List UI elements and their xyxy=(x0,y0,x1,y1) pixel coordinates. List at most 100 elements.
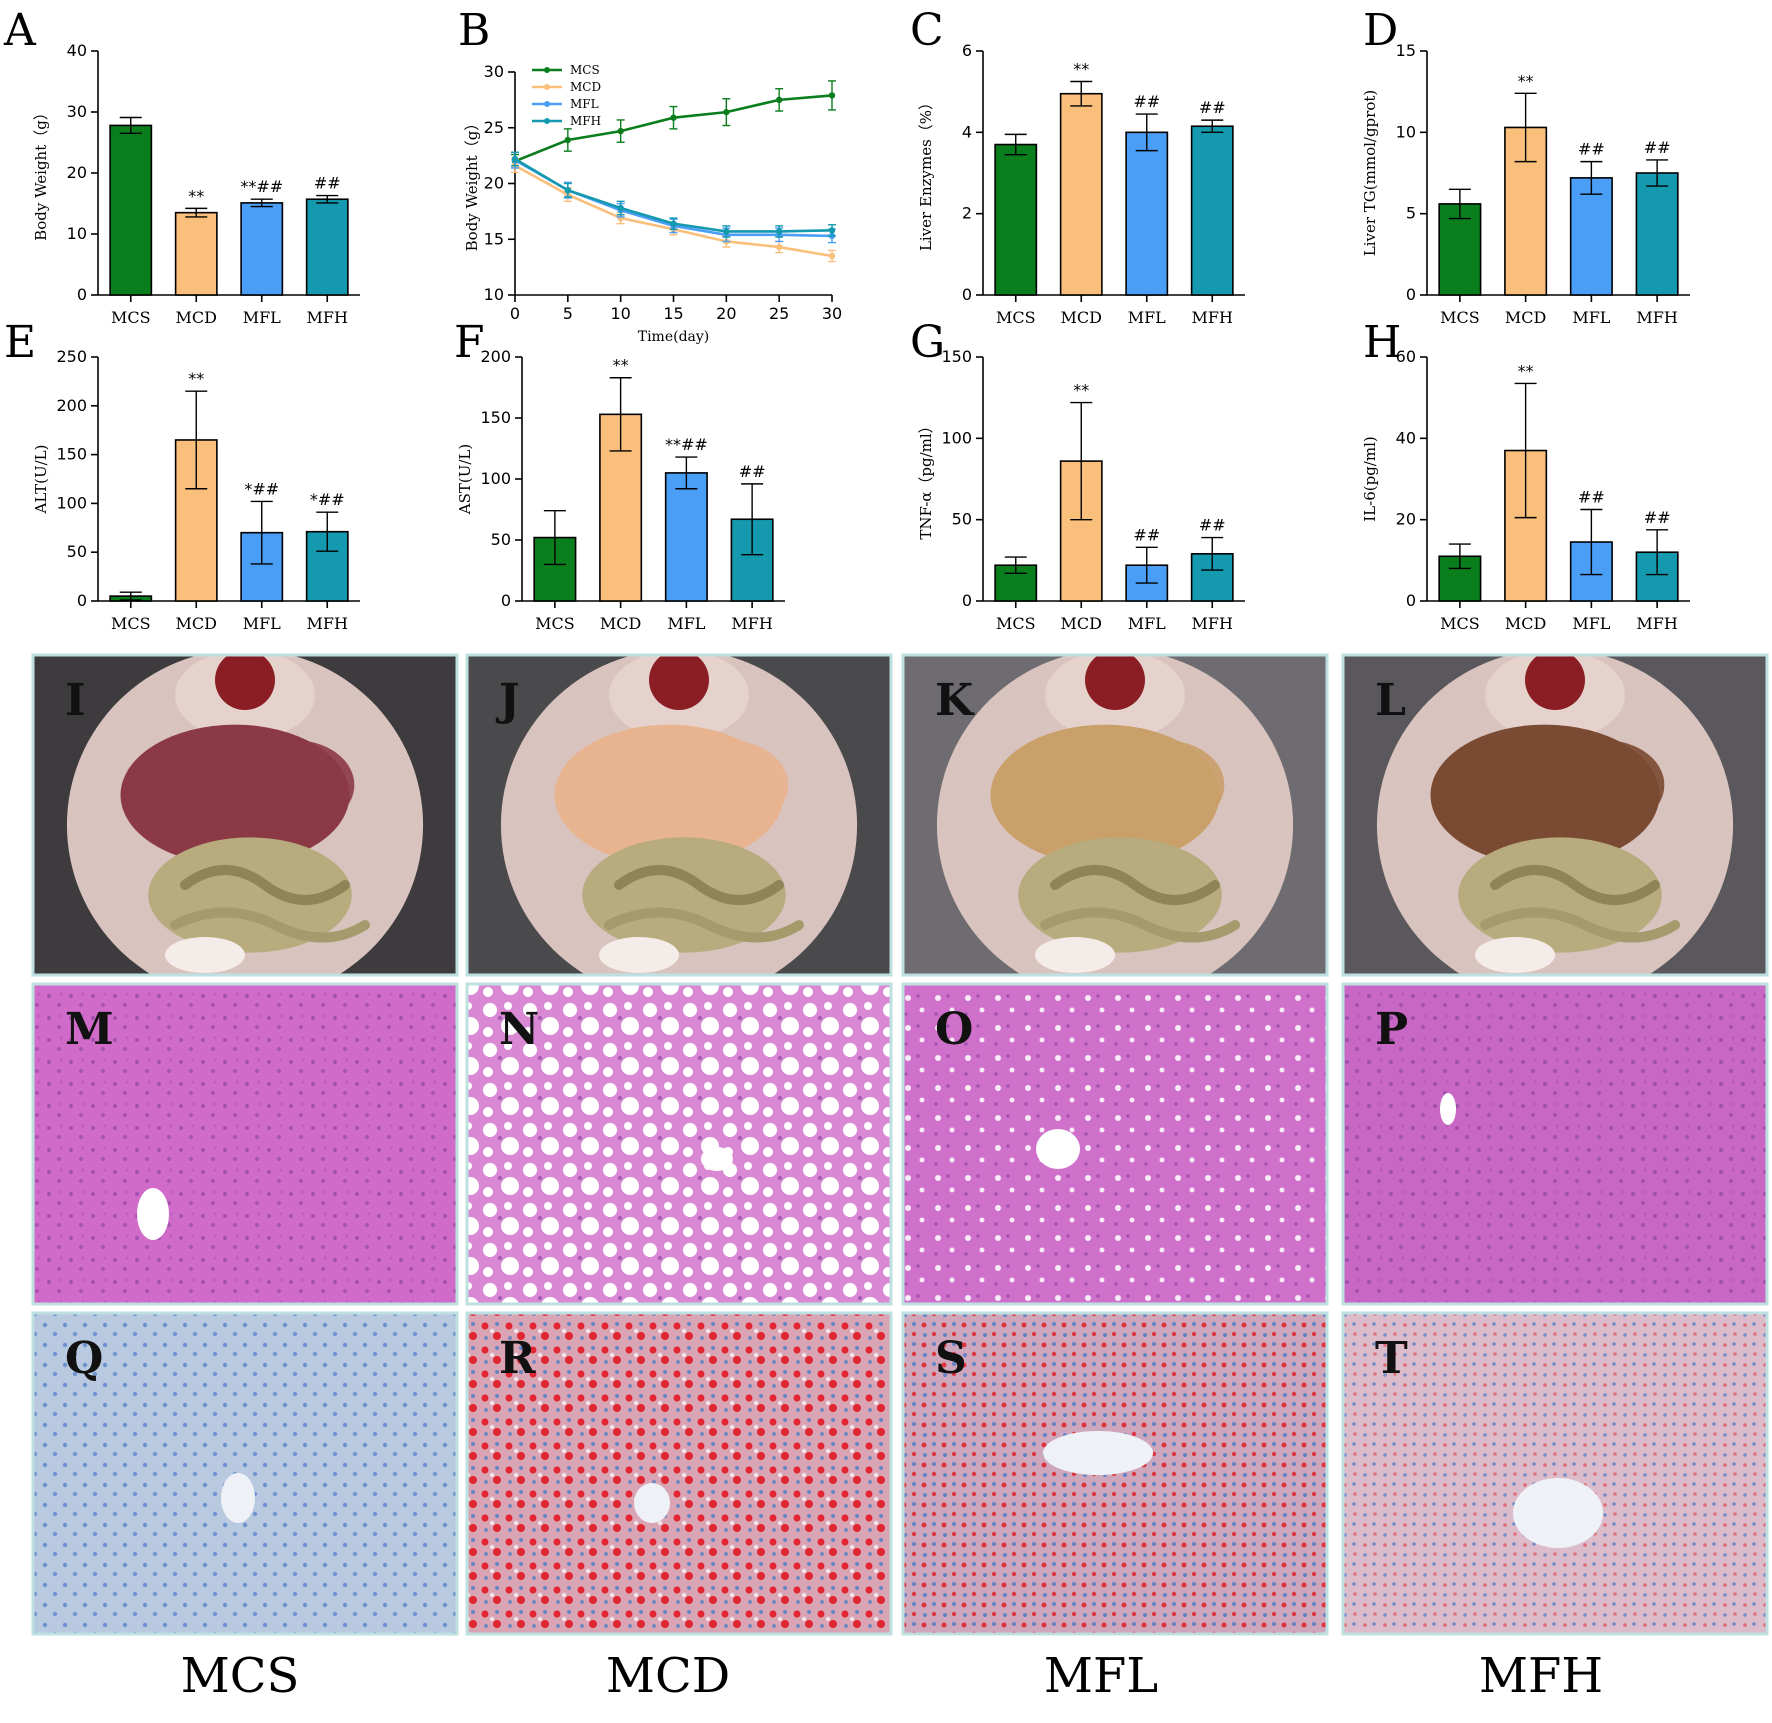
significance-label: ** xyxy=(613,356,629,375)
photo-panel-letter: S xyxy=(935,1333,967,1384)
y-tick-label: 20 xyxy=(67,163,87,182)
tissue-texture xyxy=(33,1313,457,1634)
series-mfh xyxy=(511,151,836,238)
heart-region xyxy=(1525,655,1585,710)
significance-label: **## xyxy=(240,177,283,196)
y-tick-label: 30 xyxy=(484,62,504,81)
photo-panel-letter: O xyxy=(935,1004,973,1055)
x-category-label: MCS xyxy=(111,614,151,633)
photo-content xyxy=(33,1313,457,1634)
data-point xyxy=(828,92,836,99)
y-tick-label: 40 xyxy=(1396,428,1416,447)
bar-mfh xyxy=(1635,172,1679,296)
group-label-mcs: MCS xyxy=(181,1648,300,1704)
x-category-label: MFH xyxy=(1636,614,1677,633)
chart-panel-b: B 10 15 20 25 30 Body Weight（g） 0 5 10 15 20 25 30 Tim… xyxy=(458,5,842,345)
photo-frame xyxy=(901,653,1329,977)
data-point xyxy=(723,108,730,116)
data-point xyxy=(670,114,677,121)
chart-panel-d: D 0 5 10 15 Liver TG(mmol/gprot) MCS ** MCD ## MFL… xyxy=(1361,5,1690,327)
intestine-loop xyxy=(1480,907,1680,943)
x-category-label: MCS xyxy=(1440,614,1480,633)
y-tick-label: 2 xyxy=(962,204,972,223)
y-tick-label: 0 xyxy=(1406,591,1416,610)
bar-mcs xyxy=(109,124,153,296)
heart-region xyxy=(649,655,709,710)
y-tick-label: 4 xyxy=(962,122,972,141)
data-point xyxy=(564,186,572,194)
photo-panel-letter: R xyxy=(499,1333,536,1384)
x-category-label: MCD xyxy=(1061,308,1102,327)
y-tick-label: 50 xyxy=(491,530,511,549)
photo-panel-letter: J xyxy=(495,675,520,726)
significance-label: ## xyxy=(1133,92,1160,111)
significance-label: ** xyxy=(188,369,204,388)
x-category-label: MFL xyxy=(667,614,705,633)
central-vein xyxy=(634,1483,670,1523)
photo-panel-letter: P xyxy=(1375,1004,1408,1055)
y-tick-label: 15 xyxy=(484,229,504,248)
legend-marker xyxy=(544,67,550,73)
y-tick-label: 150 xyxy=(941,347,972,366)
photo-frame xyxy=(901,1311,1329,1636)
x-category-label: MFH xyxy=(1192,614,1233,633)
photo-frame xyxy=(1341,653,1769,977)
y-tick-label: 100 xyxy=(56,493,87,512)
x-category-label: MFL xyxy=(1572,614,1610,633)
group-label-mfh: MFH xyxy=(1479,1648,1603,1704)
significance-label: **## xyxy=(665,435,708,454)
legend-label: MCD xyxy=(570,80,601,94)
chart-panel-a: A 0 10 20 30 40 Body Weight（g） MCS ** MCD **## MFL #… xyxy=(3,5,360,327)
data-point xyxy=(511,155,519,163)
central-vein xyxy=(221,1473,255,1523)
series-mcs xyxy=(511,80,836,169)
bar-mfl xyxy=(664,472,708,602)
bar-mfh xyxy=(305,530,349,602)
central-vein xyxy=(137,1188,169,1240)
y-tick-label: 10 xyxy=(1396,122,1416,141)
x-category-label: MCD xyxy=(176,308,217,327)
significance-label: *## xyxy=(244,479,279,498)
y-tick-label: 150 xyxy=(56,445,87,464)
bar-mfl xyxy=(240,202,284,296)
y-tick-label: 10 xyxy=(484,285,504,304)
y-axis-label: Body Weight（g） xyxy=(463,116,481,252)
chart-panel-h: H 0 20 40 60 IL-6(pg/ml) MCS ** MCD ## MFL ## MFH xyxy=(1361,317,1690,633)
x-category-label: MCD xyxy=(1061,614,1102,633)
photo-he-n: N xyxy=(465,982,893,1306)
bar-mfl xyxy=(1125,131,1169,296)
significance-label: *## xyxy=(310,490,345,509)
photo-panel-letter: M xyxy=(65,1004,114,1055)
x-tick-label: 15 xyxy=(663,304,683,323)
significance-label: ## xyxy=(1578,140,1605,159)
significance-label: ## xyxy=(1578,488,1605,507)
x-category-label: MCS xyxy=(111,308,151,327)
data-point xyxy=(617,204,624,212)
photo-he-m: M xyxy=(31,982,459,1306)
y-tick-label: 100 xyxy=(480,469,511,488)
x-tick-label: 0 xyxy=(510,304,520,323)
significance-label: ** xyxy=(1073,60,1089,79)
x-category-label: MFL xyxy=(243,614,281,633)
photo-content xyxy=(33,984,457,1304)
x-category-label: MFH xyxy=(1192,308,1233,327)
x-category-label: MFL xyxy=(1572,308,1610,327)
x-category-label: MFL xyxy=(1128,308,1166,327)
photo-panel-letter: Q xyxy=(65,1333,103,1384)
intestine-loop xyxy=(1050,865,1220,905)
y-tick-label: 100 xyxy=(941,428,972,447)
y-axis-label: Body Weight（g） xyxy=(32,105,50,241)
significance-label: ## xyxy=(1644,508,1671,527)
data-point xyxy=(670,220,677,227)
photo-oil-red-s: S xyxy=(901,1311,1329,1636)
liver-lobe xyxy=(1105,740,1225,830)
x-category-label: MCD xyxy=(176,614,217,633)
photo-frame xyxy=(465,982,893,1306)
group-label-mcd: MCD xyxy=(606,1648,730,1704)
intestine-loop xyxy=(604,907,804,943)
photo-panel-letter: I xyxy=(65,675,86,726)
tissue-texture xyxy=(1343,1313,1767,1634)
bar-mcs xyxy=(994,143,1038,296)
x-tick-label: 30 xyxy=(822,304,842,323)
legend-label: MCS xyxy=(570,63,600,77)
